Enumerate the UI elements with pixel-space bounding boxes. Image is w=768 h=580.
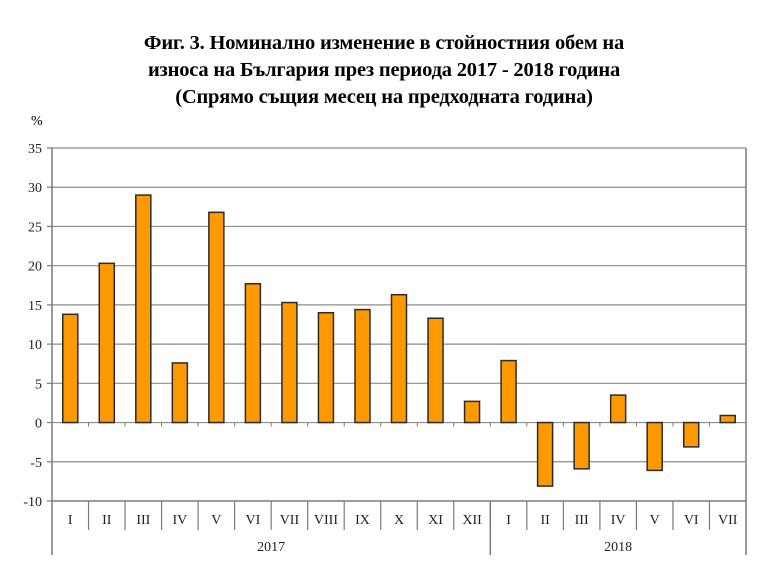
x-tick-label: V <box>650 513 660 528</box>
bar <box>646 421 663 472</box>
chart-title-line-1: Фиг. 3. Номинално изменение в стойностни… <box>143 32 625 54</box>
bar <box>281 301 298 424</box>
x-tick-label: VI <box>684 513 699 528</box>
bar <box>609 394 627 424</box>
bar <box>682 421 700 448</box>
x-tick-label: XII <box>462 513 482 528</box>
x-tick-label: II <box>102 513 112 528</box>
x-tick-label: IX <box>355 513 370 528</box>
bar <box>244 282 262 424</box>
bar <box>390 293 408 424</box>
x-tick-label: I <box>506 513 511 528</box>
x-tick-label: XI <box>428 513 443 528</box>
x-tick-label: IV <box>611 513 626 528</box>
x-tick-label: II <box>540 513 550 528</box>
bar <box>573 421 590 470</box>
bar <box>171 362 189 424</box>
bar <box>719 414 736 424</box>
x-group-label: 2018 <box>604 540 632 555</box>
bar <box>208 211 225 424</box>
x-tick-label: III <box>575 513 589 528</box>
bar <box>536 421 554 487</box>
bar <box>62 313 79 424</box>
x-tick-label: III <box>136 513 150 528</box>
chart-title: Фиг. 3. Номинално изменение в стойностни… <box>0 30 768 111</box>
bar <box>98 262 116 424</box>
chart-title-line-3: (Спрямо същия месец на предходната годин… <box>175 86 593 108</box>
y-tick-label: -10 <box>23 495 42 510</box>
x-tick-label: X <box>394 513 404 528</box>
y-axis-unit-label: % <box>31 114 43 129</box>
x-tick-label: I <box>68 513 73 528</box>
y-tick-label: 10 <box>28 338 42 353</box>
x-tick-label: VII <box>280 513 300 528</box>
x-group-label: 2017 <box>257 540 285 555</box>
y-tick-label: 30 <box>28 181 42 196</box>
chart-title-line-2: износа на България през периода 2017 - 2… <box>147 59 621 81</box>
bar <box>427 317 444 424</box>
bar <box>463 400 481 424</box>
y-tick-label: 15 <box>28 299 42 314</box>
y-tick-label: 0 <box>35 417 42 432</box>
bar <box>354 308 371 424</box>
x-tick-label: V <box>211 513 221 528</box>
y-tick-label: 5 <box>35 377 42 392</box>
y-tick-label: 25 <box>28 220 42 235</box>
y-tick-label: 35 <box>28 142 42 157</box>
x-tick-label: IV <box>172 513 187 528</box>
x-tick-label: VII <box>718 513 738 528</box>
bar <box>500 359 517 424</box>
bar <box>317 311 335 424</box>
y-tick-label: 20 <box>28 260 42 275</box>
bar <box>135 194 152 424</box>
y-tick-label: -5 <box>30 456 42 471</box>
x-tick-label: VIII <box>314 513 338 528</box>
x-tick-label: VI <box>246 513 261 528</box>
